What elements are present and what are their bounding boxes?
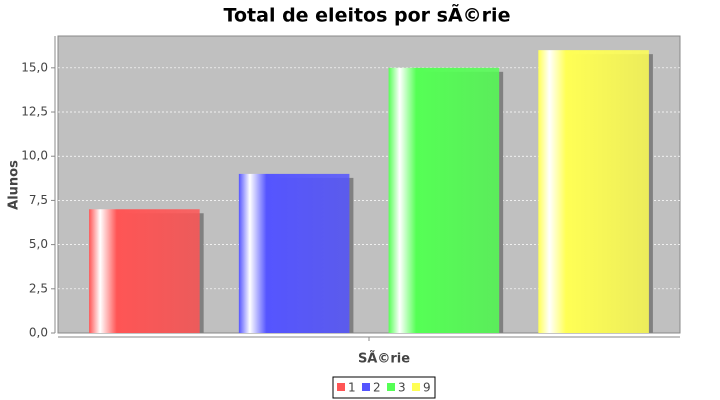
y-axis-label: Alunos — [7, 160, 22, 210]
legend-label: 3 — [398, 381, 406, 395]
legend-swatch — [337, 383, 345, 391]
legend-box — [332, 376, 436, 399]
y-tick-label: 10,0 — [21, 149, 48, 163]
y-tick-label: 0,0 — [29, 326, 48, 340]
x-axis-label: SÃ©rie — [358, 351, 410, 367]
legend-label: 9 — [423, 381, 431, 395]
bar — [89, 209, 200, 333]
y-tick-label: 7,5 — [29, 193, 48, 207]
y-tick-label: 5,0 — [29, 237, 48, 251]
y-tick-label: 2,5 — [29, 281, 48, 295]
bar — [388, 67, 500, 334]
bar — [538, 50, 649, 334]
legend-label: 1 — [348, 381, 356, 395]
legend-swatch — [412, 383, 420, 391]
bar — [238, 173, 350, 333]
y-tick-label: 15,0 — [21, 60, 48, 74]
y-tick-label: 12,5 — [21, 105, 48, 119]
legend-label: 2 — [373, 381, 381, 395]
chart-title: Total de eleitos por sÃ©rie — [224, 3, 511, 27]
legend-swatch — [362, 383, 370, 391]
legend-swatch — [387, 383, 395, 391]
